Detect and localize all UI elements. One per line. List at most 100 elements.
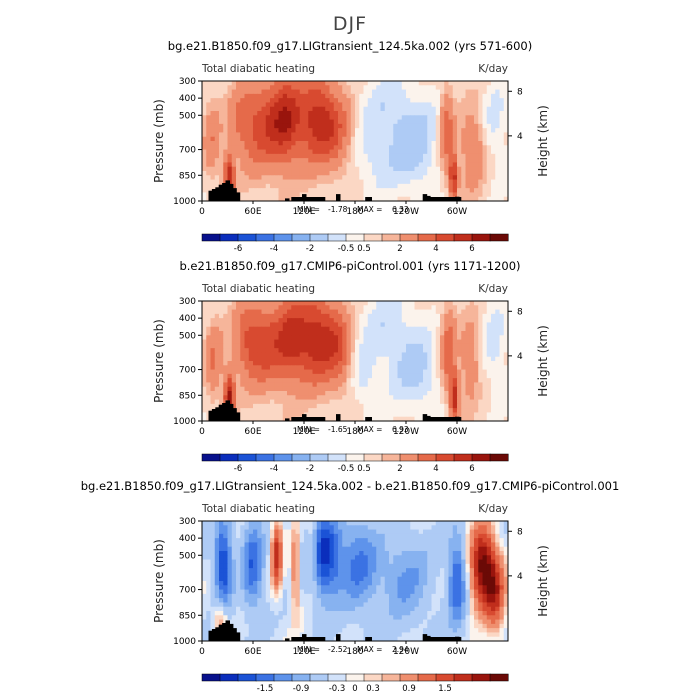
- heatmap-cell: [499, 115, 505, 120]
- heatmap-cell: [270, 559, 275, 565]
- heatmap-cell: [372, 192, 377, 198]
- heatmap-cell: [236, 335, 241, 340]
- heatmap-cell: [312, 521, 318, 526]
- heatmap-cell: [270, 403, 275, 409]
- heatmap-cell: [295, 538, 301, 543]
- heatmap-cell: [265, 162, 271, 168]
- heatmap-cell: [261, 326, 267, 332]
- heatmap-cell: [291, 356, 296, 362]
- heatmap-cell: [427, 102, 432, 108]
- heatmap-cell: [389, 313, 394, 319]
- heatmap-cell: [372, 326, 377, 332]
- heatmap-cell: [329, 538, 335, 543]
- heatmap-cell: [270, 533, 275, 539]
- heatmap-cell: [329, 318, 335, 323]
- heatmap-cell: [435, 158, 441, 163]
- heatmap-cell: [363, 538, 369, 543]
- heatmap-cell: [363, 525, 369, 530]
- heatmap-cell: [257, 563, 262, 569]
- x-tick-label: 60E: [244, 207, 261, 217]
- heatmap-cell: [384, 542, 390, 548]
- heatmap-cell: [406, 115, 411, 120]
- heatmap-cell: [202, 166, 207, 172]
- heatmap-cell: [499, 171, 505, 176]
- heatmap-cell: [333, 542, 339, 548]
- heatmap-cell: [202, 111, 207, 116]
- heatmap-cell: [278, 559, 284, 565]
- heatmap-cell: [253, 365, 258, 370]
- heatmap-cell: [440, 179, 445, 185]
- heatmap-cell: [321, 192, 326, 198]
- heatmap-cell: [274, 369, 279, 375]
- heatmap-cell: [325, 102, 330, 108]
- heatmap-cell: [257, 395, 262, 400]
- heatmap-cell: [210, 533, 216, 539]
- heatmap-cell: [359, 343, 364, 349]
- heatmap-cell: [321, 179, 326, 185]
- heatmap-cell: [291, 111, 296, 116]
- heatmap-cell: [363, 559, 369, 565]
- heatmap-cell: [393, 551, 398, 556]
- heatmap-cell: [452, 525, 458, 530]
- heatmap-cell: [321, 136, 326, 142]
- heatmap-cell: [503, 136, 509, 142]
- heatmap-cell: [244, 331, 250, 336]
- heatmap-cell: [304, 309, 309, 315]
- heatmap-cell: [389, 373, 394, 379]
- heatmap-cell: [461, 529, 466, 535]
- heatmap-cell: [261, 391, 267, 396]
- heatmap-cell: [312, 106, 318, 112]
- colorbar-label: -0.5: [338, 464, 355, 474]
- heatmap-cell: [423, 102, 428, 108]
- heatmap-cell: [214, 555, 220, 560]
- heatmap-cell: [202, 542, 207, 548]
- heatmap-cell: [278, 408, 284, 413]
- heatmap-cell: [312, 525, 318, 530]
- heatmap-cell: [342, 192, 347, 198]
- heatmap-cell: [342, 352, 347, 358]
- terrain-block: [211, 189, 217, 201]
- heatmap-cell: [308, 352, 313, 358]
- heatmap-cell: [465, 339, 471, 345]
- heatmap-cell: [214, 183, 220, 189]
- heatmap-cell: [219, 356, 224, 362]
- heatmap-cell: [440, 563, 445, 569]
- heatmap-cell: [448, 335, 454, 340]
- heatmap-cell: [393, 128, 398, 133]
- heatmap-cell: [499, 542, 505, 548]
- heatmap-cell: [486, 348, 492, 353]
- heatmap-cell: [384, 98, 390, 103]
- heatmap-cell: [469, 85, 475, 90]
- heatmap-cell: [236, 111, 241, 116]
- heatmap-cell: [478, 149, 483, 155]
- heatmap-cell: [406, 85, 411, 90]
- heatmap-cell: [499, 386, 505, 392]
- heatmap-cell: [257, 145, 262, 150]
- heatmap-cell: [295, 343, 301, 349]
- heatmap-cell: [469, 93, 475, 99]
- heatmap-cell: [359, 391, 364, 396]
- heatmap-cell: [308, 318, 313, 323]
- heatmap-cell: [461, 533, 466, 539]
- heatmap-cell: [393, 412, 398, 418]
- heatmap-cell: [308, 373, 313, 379]
- heatmap-cell: [452, 141, 458, 146]
- heatmap-cell: [393, 529, 398, 535]
- heatmap-cell: [418, 369, 424, 375]
- heatmap-cell: [397, 102, 403, 108]
- heatmap-cell: [465, 119, 471, 125]
- heatmap-cell: [299, 339, 305, 345]
- heatmap-cell: [333, 365, 339, 370]
- heatmap-cell: [410, 318, 415, 323]
- heatmap-cell: [291, 369, 296, 375]
- heatmap-cell: [291, 119, 296, 125]
- heatmap-cell: [376, 538, 381, 543]
- heatmap-cell: [206, 123, 211, 129]
- heatmap-cell: [410, 179, 415, 185]
- heatmap-cell: [202, 98, 207, 103]
- heatmap-cell: [389, 123, 394, 129]
- heatmap-cell: [448, 408, 454, 413]
- heatmap-cell: [457, 382, 462, 388]
- heatmap-cell: [363, 128, 369, 133]
- heatmap-cell: [478, 416, 483, 422]
